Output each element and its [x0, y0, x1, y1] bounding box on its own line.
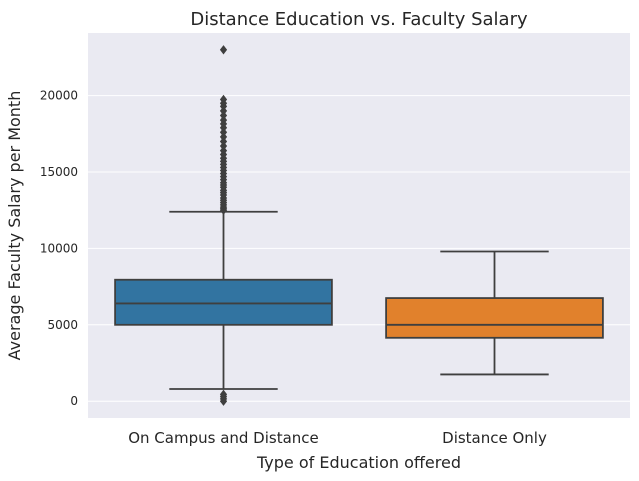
- y-tick-label: 10000: [40, 241, 78, 255]
- chart-title: Distance Education vs. Faculty Salary: [190, 9, 528, 30]
- outlier-point: [219, 45, 228, 55]
- x-axis-title: Type of Education offered: [256, 453, 461, 472]
- x-category-labels: On Campus and Distance Distance Only: [128, 429, 547, 447]
- boxes: [114, 45, 604, 406]
- y-tick-label: 5000: [47, 318, 78, 332]
- y-tick-labels: 0 5000 10000 15000 20000: [40, 89, 78, 409]
- y-tick-label: 0: [70, 394, 78, 408]
- box-group: [385, 250, 604, 376]
- plot-area-background: [88, 33, 630, 418]
- y-tick-label: 20000: [40, 89, 78, 103]
- y-axis-title: Average Faculty Salary per Month: [5, 91, 24, 361]
- box-body: [114, 278, 333, 326]
- y-tick-label: 15000: [40, 165, 78, 179]
- box-group: [114, 45, 333, 406]
- x-category-label: On Campus and Distance: [128, 429, 319, 447]
- outlier-point: [219, 94, 228, 105]
- box-body: [385, 297, 604, 339]
- outlier-point: [219, 389, 228, 399]
- x-category-label: Distance Only: [442, 429, 547, 447]
